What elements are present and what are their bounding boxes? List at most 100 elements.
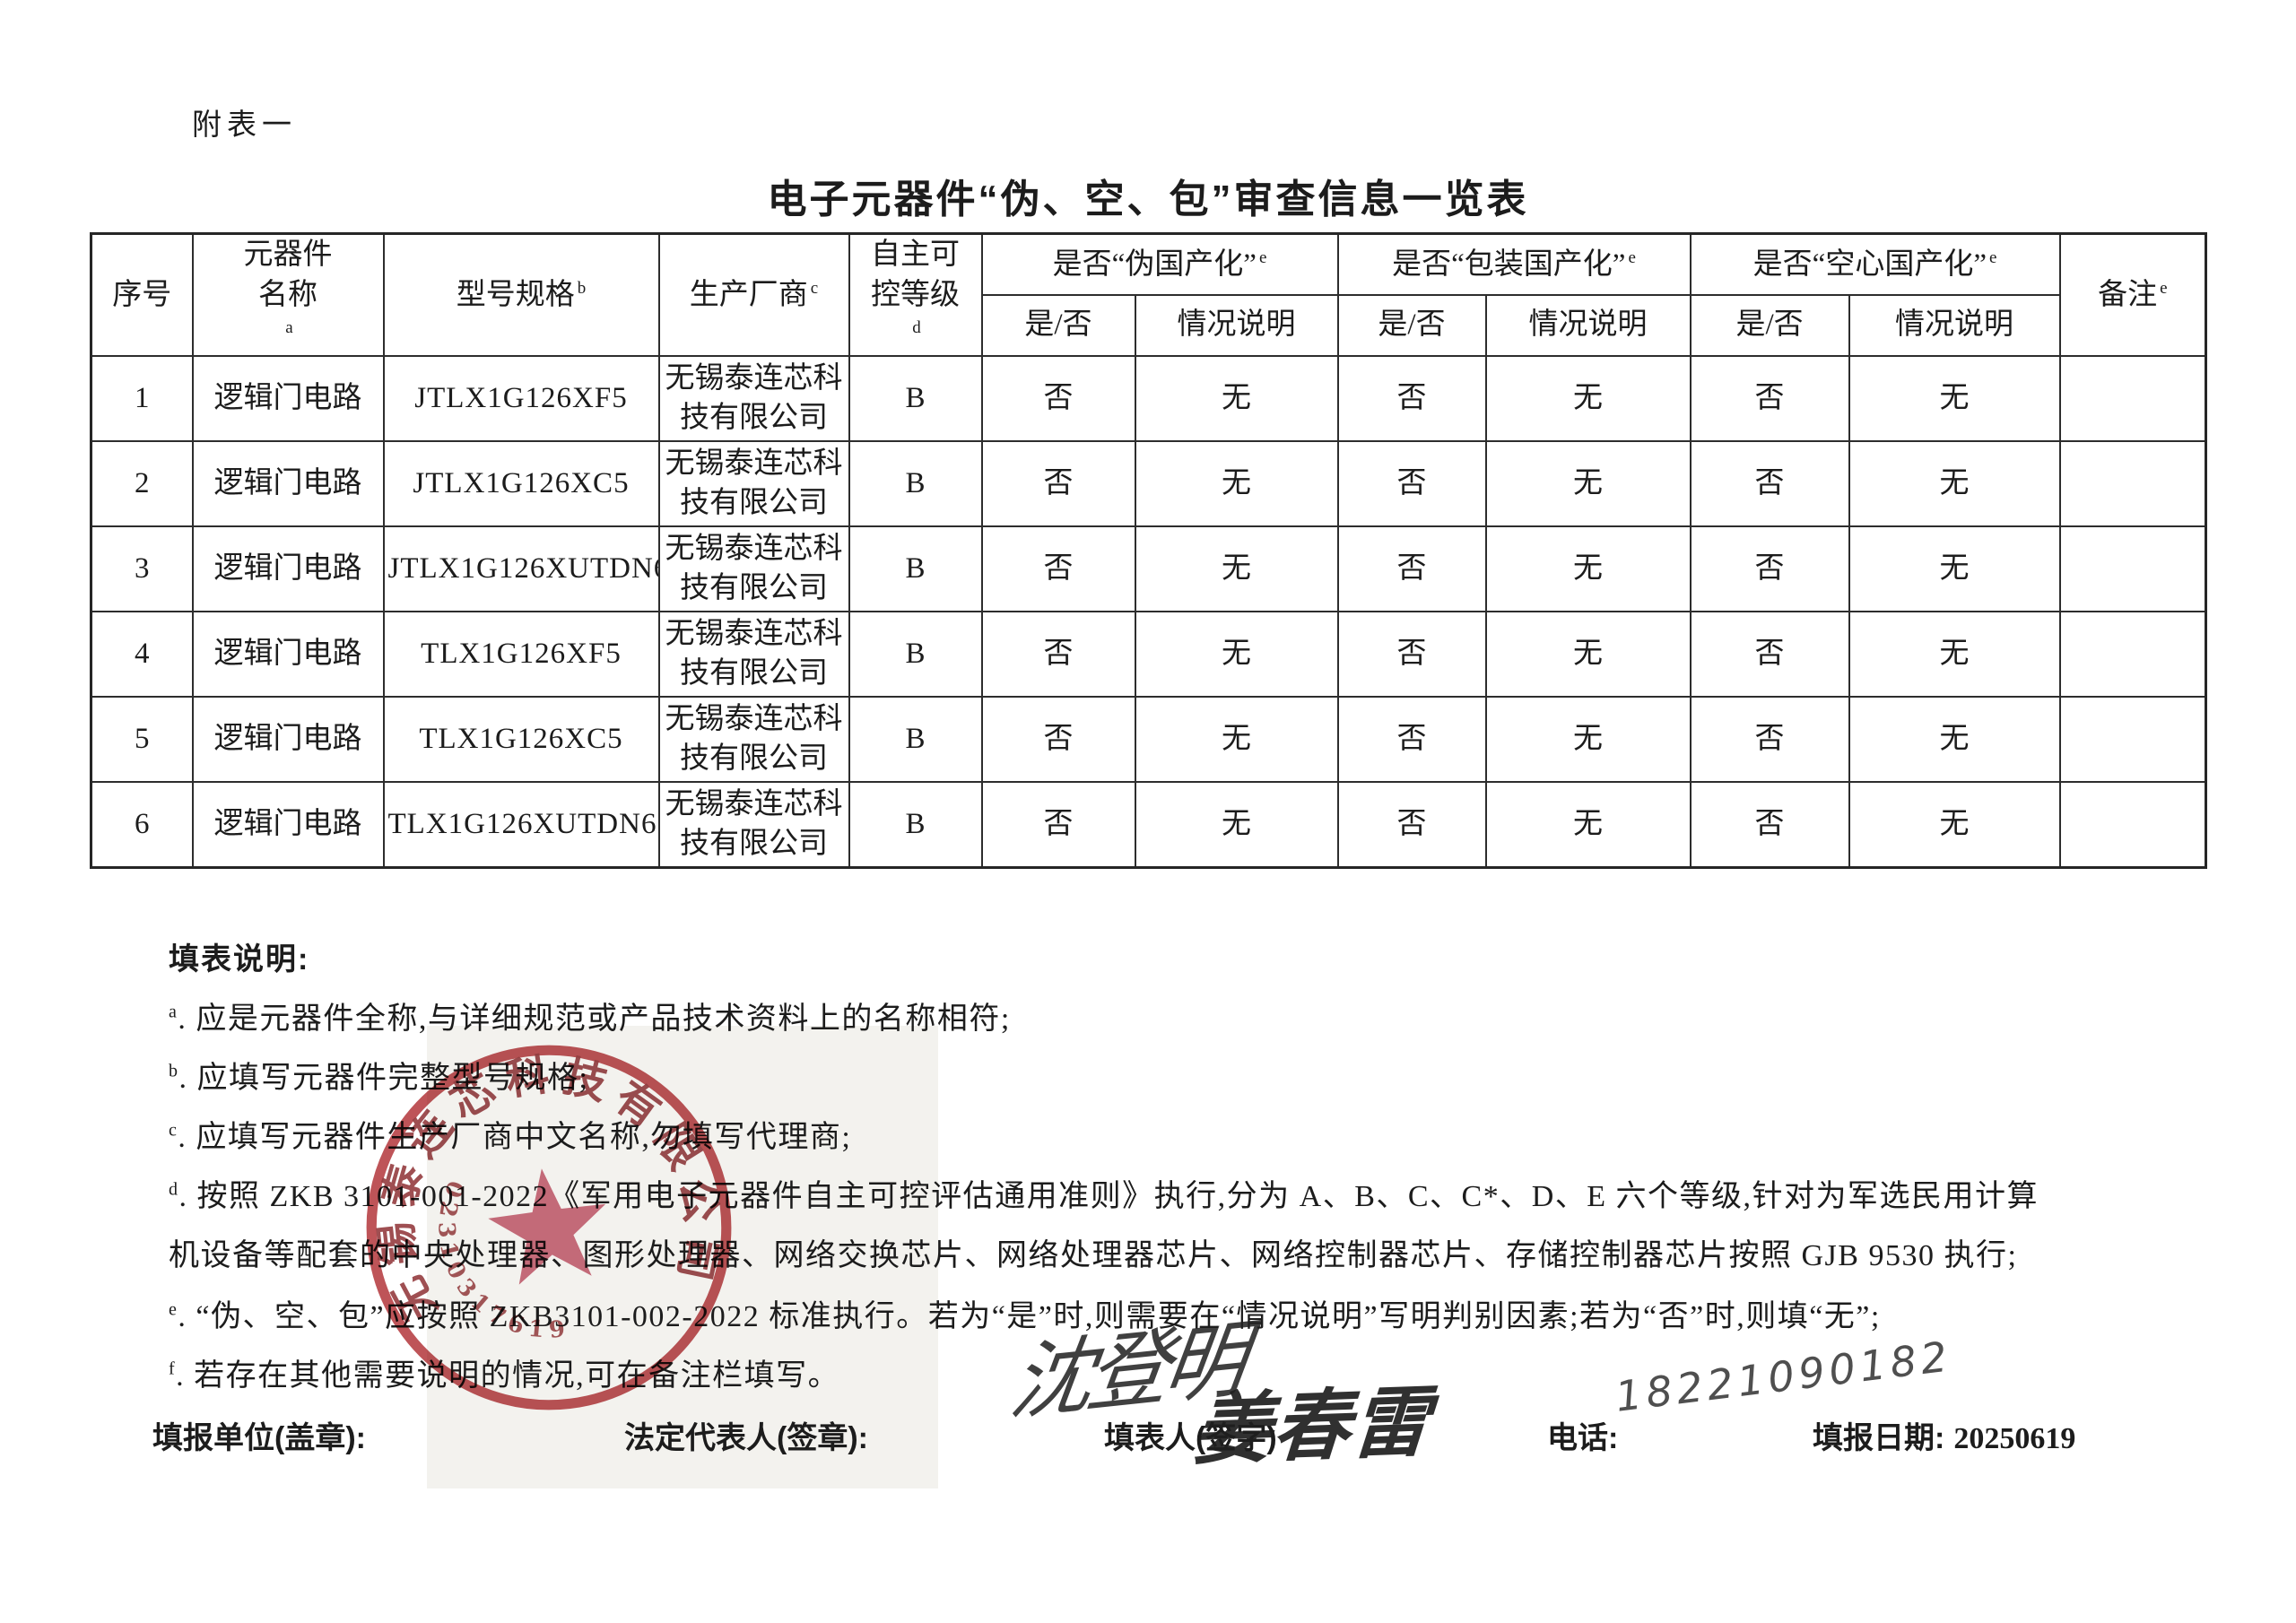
cell-remark [2058,610,2207,698]
cell-pkg-desc: 无 [1484,610,1692,698]
page-title: 电子元器件“伪、空、包”审查信息一览表 [767,178,1529,221]
col-header-seq: 序号 [90,232,194,357]
col-header-model: 型号规格 b [382,232,660,357]
cell-manufacturer: 无锡泰连芯科技有限公司 [657,695,850,783]
report-date-value: 20250619 [1953,1422,2076,1455]
note-sup-a: a [169,1002,178,1022]
cell-fake-yn: 否 [980,695,1136,783]
cell-hollow-yn: 否 [1689,354,1850,442]
cell-pkg-desc: 无 [1484,439,1692,527]
header-row-groups: 序号 元器件 名称 a 型号规格 b 生产厂商 c 自主可 控等级 d 是否“伪国产化”… [90,232,2207,357]
col-header-hollow-desc: 情况说明 [1848,293,2061,357]
note-line-c: c. 应填写元器件生产厂商中文名称,勿填写代理商; [169,1120,852,1154]
reporting-unit-label: 填报单位(盖章): [152,1421,366,1455]
cell-level: B [848,354,983,442]
cell-hollow-yn: 否 [1689,610,1850,698]
table-row: 2 逻辑门电路 JTLX1G126XC5 无锡泰连芯科技有限公司 B 否 无 否… [90,439,2207,527]
cell-manufacturer: 无锡泰连芯科技有限公司 [657,439,850,527]
cell-pkg-yn: 否 [1336,439,1487,527]
col-group-package-localization: 是否“包装国产化” e [1336,232,1692,296]
cell-model: JTLX1G126XUTDN6 [382,525,660,612]
footnote-mark-e: e [2160,278,2168,298]
footnote-mark-a: a [285,318,293,338]
cell-level: B [848,525,983,612]
col-header-fake-desc: 情况说明 [1134,293,1339,357]
cell-pkg-yn: 否 [1336,610,1487,698]
cell-seq: 2 [90,439,194,527]
header-row-sub: 是/否 情况说明 是/否 情况说明 是/否 情况说明 [91,293,2206,357]
footnote-mark-e: e [1988,247,1997,267]
footnote-mark-b: b [577,278,587,298]
cell-pkg-yn: 否 [1336,525,1487,612]
col-group-hollow-localization: 是否“空心国产化” e [1689,232,2061,296]
cell-seq: 3 [90,525,194,612]
cell-pkg-desc: 无 [1484,695,1692,783]
cell-manufacturer: 无锡泰连芯科技有限公司 [657,525,850,612]
form-filler-signature: 姜春雷 [1190,1377,1434,1476]
note-line-f: f. 若存在其他需要说明的情况,可在备注栏填写。 [169,1358,840,1393]
cell-model: JTLX1G126XC5 [382,439,660,527]
cell-seq: 5 [90,695,194,783]
cell-hollow-desc: 无 [1848,780,2061,869]
cell-hollow-desc: 无 [1848,610,2061,698]
table-row: 1 逻辑门电路 JTLX1G126XF5 无锡泰连芯科技有限公司 B 否 无 否… [90,354,2207,442]
table-row: 4 逻辑门电路 TLX1G126XF5 无锡泰连芯科技有限公司 B 否 无 否 … [90,610,2207,698]
cell-hollow-yn: 否 [1689,525,1850,612]
review-table: 序号 元器件 名称 a 型号规格 b 生产厂商 c 自主可 控等级 d 是否“伪国产化”… [90,232,2208,869]
cell-pkg-desc: 无 [1484,525,1692,612]
cell-model: JTLX1G126XF5 [382,354,660,442]
cell-pkg-yn: 否 [1336,695,1487,783]
cell-fake-yn: 否 [980,780,1136,869]
cell-name: 逻辑门电路 [191,354,385,442]
table-row: 5 逻辑门电路 TLX1G126XC5 无锡泰连芯科技有限公司 B 否 无 否 … [90,695,2207,783]
seal-ring [366,1045,732,1410]
notes-heading: 填表说明: [169,942,310,976]
cell-manufacturer: 无锡泰连芯科技有限公司 [657,610,850,698]
cell-level: B [848,439,983,527]
col-header-manufacturer: 生产厂商 c [657,232,850,357]
cell-remark [2058,780,2207,869]
report-date: 填报日期: 20250619 [1813,1413,2075,1457]
cell-fake-yn: 否 [980,439,1136,527]
scan-shading-patch [427,1026,938,1488]
cell-remark [2058,695,2207,783]
cell-hollow-desc: 无 [1848,354,2061,442]
cell-model: TLX1G126XUTDN6 [382,780,660,869]
annex-label: 附表一 [192,109,297,142]
note-line-e: e. “伪、空、包”应按照 ZKB3101-002-2022 标准执行。若为“是… [169,1299,1881,1333]
footnote-mark-d: d [912,318,921,338]
cell-fake-yn: 否 [980,610,1136,698]
cell-seq: 6 [90,780,194,869]
cell-level: B [848,695,983,783]
cell-name: 逻辑门电路 [191,695,385,783]
cell-pkg-yn: 否 [1336,780,1487,869]
company-seal: 无锡泰连芯科技有限公司 02310317619 [353,1032,734,1410]
note-line-d: d. 按照 ZKB 3101-001-2022《军用电子元器件自主可控评估通用准… [169,1179,2039,1213]
note-sup-d: d [169,1179,179,1200]
cell-hollow-desc: 无 [1848,525,2061,612]
footnote-mark-c: c [810,278,819,298]
col-header-name: 元器件 名称 a [191,232,385,357]
note-line-d-cont: 机设备等配套的中央处理器、图形处理器、网络交换芯片、网络处理器芯片、网络控制器芯… [169,1239,2018,1272]
cell-name: 逻辑门电路 [191,439,385,527]
note-sup-b: b [169,1061,179,1081]
cell-hollow-yn: 否 [1689,439,1850,527]
cell-pkg-desc: 无 [1484,780,1692,869]
cell-name: 逻辑门电路 [191,525,385,612]
cell-fake-desc: 无 [1134,610,1339,698]
cell-manufacturer: 无锡泰连芯科技有限公司 [657,780,850,869]
col-header-level: 自主可 控等级 d [848,232,983,357]
cell-fake-desc: 无 [1134,695,1339,783]
cell-fake-desc: 无 [1134,525,1339,612]
col-header-hollow-yn: 是/否 [1689,293,1850,357]
note-line-b: b. 应填写元器件完整型号规格; [169,1061,589,1095]
cell-fake-yn: 否 [980,525,1136,612]
note-sup-f: f [169,1358,177,1379]
cell-pkg-yn: 否 [1336,354,1487,442]
cell-hollow-yn: 否 [1689,780,1850,869]
cell-level: B [848,780,983,869]
cell-fake-desc: 无 [1134,354,1339,442]
note-sup-e: e [169,1299,178,1320]
cell-hollow-desc: 无 [1848,439,2061,527]
table-row: 3 逻辑门电路 JTLX1G126XUTDN6 无锡泰连芯科技有限公司 B 否 … [90,525,2207,612]
